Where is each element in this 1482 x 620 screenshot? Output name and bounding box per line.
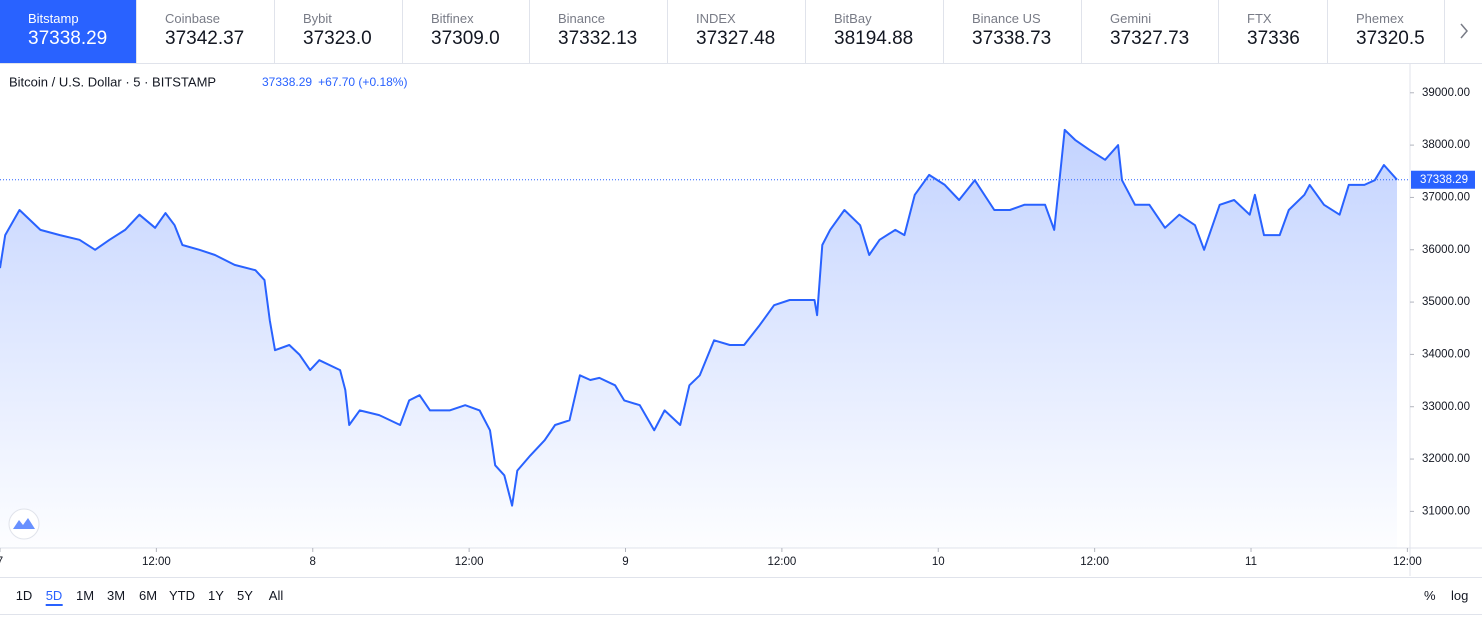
bottom-toolbar: 1D 5D 1M 3M 6M YTD 1Y 5Y All% log [0, 577, 1482, 615]
exchange-price: 37332.13 [558, 28, 638, 49]
x-tick-label: 11 [1245, 556, 1257, 568]
chart: Bitcoin / U.S. Dollar · 5 · BITSTAMP 373… [0, 64, 1482, 576]
range-button[interactable]: 5D [45, 588, 63, 606]
x-tick-label: 9 [622, 556, 628, 568]
exchange-tab[interactable]: Binance US 37338.73 [944, 0, 1082, 63]
x-tick-label: 12:00 [455, 556, 484, 568]
x-tick-label: 12:00 [767, 556, 796, 568]
exchange-price: 37338.29 [28, 28, 108, 49]
exchange-price: 37338.73 [972, 28, 1052, 49]
last-price-box [1411, 170, 1475, 189]
exchange-price: 37336 [1247, 28, 1300, 49]
y-tick-label: 33000.00 [1422, 401, 1470, 413]
range-button[interactable]: 5Y [237, 588, 253, 603]
last-price-label: 37338.29 [1420, 174, 1468, 186]
range-button[interactable]: 3M [106, 588, 126, 603]
y-tick-label: 31000.00 [1422, 505, 1470, 517]
exchange-price: 38194.88 [834, 28, 914, 49]
scale-option[interactable]: % [1424, 588, 1436, 603]
exchange-tab[interactable]: Phemex 37320.5 [1328, 0, 1445, 63]
range-button[interactable]: 1Y [208, 588, 224, 603]
exchange-price: 37320.5 [1356, 28, 1425, 49]
exchange-price: 37309.0 [431, 28, 500, 49]
logo[interactable] [8, 508, 40, 540]
exchange-tab[interactable]: Bybit 37323.0 [275, 0, 403, 63]
exchange-name: FTX [1247, 11, 1272, 26]
x-tick-label: 12:00 [142, 556, 171, 568]
symbol-title: Bitcoin / U.S. Dollar · 5 · BITSTAMP [9, 74, 216, 89]
exchange-name: INDEX [696, 11, 736, 26]
exchange-price: 37327.73 [1110, 28, 1190, 49]
price-line [0, 128, 1398, 507]
exchange-name: BitBay [834, 11, 872, 26]
exchange-tab[interactable]: Bitfinex 37309.0 [403, 0, 530, 63]
scale-option[interactable]: log [1451, 588, 1469, 603]
legend-price: 37338.29 [262, 75, 312, 89]
price-area [0, 129, 1397, 548]
range-button[interactable]: 1M [75, 588, 95, 603]
x-tick-label: 12:00 [1080, 556, 1109, 568]
y-tick-label: 39000.00 [1422, 87, 1470, 99]
x-tick-label: 12:00 [1393, 556, 1422, 568]
exchange-tab[interactable]: Coinbase 37342.37 [137, 0, 275, 63]
exchange-name: Gemini [1110, 11, 1152, 26]
y-tick-label: 32000.00 [1422, 453, 1470, 465]
y-tick-label: 37000.00 [1422, 191, 1470, 203]
exchange-name: Bitstamp [28, 11, 79, 26]
exchange-name: Coinbase [165, 11, 220, 26]
exchange-tab[interactable]: BitBay 38194.88 [806, 0, 944, 63]
exchange-tab[interactable]: Gemini 37327.73 [1082, 0, 1219, 63]
exchange-tab[interactable]: Binance 37332.13 [530, 0, 668, 63]
y-tick-label: 34000.00 [1422, 348, 1470, 360]
y-tick-label: 36000.00 [1422, 244, 1470, 256]
exchange-price: 37327.48 [696, 28, 776, 49]
y-tick-label: 38000.00 [1422, 139, 1470, 151]
exchange-tab[interactable]: FTX 37336 [1219, 0, 1328, 63]
exchange-name: Binance US [972, 11, 1041, 26]
exchange-name: Phemex [1356, 11, 1404, 26]
legend-change: +67.70 (+0.18%) [318, 75, 407, 89]
x-tick-label: 8 [310, 556, 316, 568]
scroll-right[interactable] [1447, 0, 1482, 63]
exchange-price: 37323.0 [303, 28, 372, 49]
range-button[interactable]: All [268, 588, 284, 603]
y-tick-label: 35000.00 [1422, 296, 1470, 308]
exchange-tabs: Bitstamp 37338.29 Coinbase 37342.37 Bybit 373… [0, 0, 1482, 64]
exchange-name: Bybit [303, 11, 332, 26]
x-tick-label: 10 [932, 556, 945, 568]
exchange-name: Bitfinex [431, 11, 474, 26]
exchange-price: 37342.37 [165, 28, 245, 49]
exchange-name: Binance [558, 11, 605, 26]
range-button[interactable]: 6M [138, 588, 158, 603]
x-tick-label: 7 [0, 556, 3, 568]
exchange-tab[interactable]: Bitstamp 37338.29 [0, 0, 137, 63]
range-button[interactable]: YTD [169, 588, 195, 603]
range-button[interactable]: 1D [15, 588, 33, 603]
exchange-tab[interactable]: INDEX 37327.48 [668, 0, 806, 63]
